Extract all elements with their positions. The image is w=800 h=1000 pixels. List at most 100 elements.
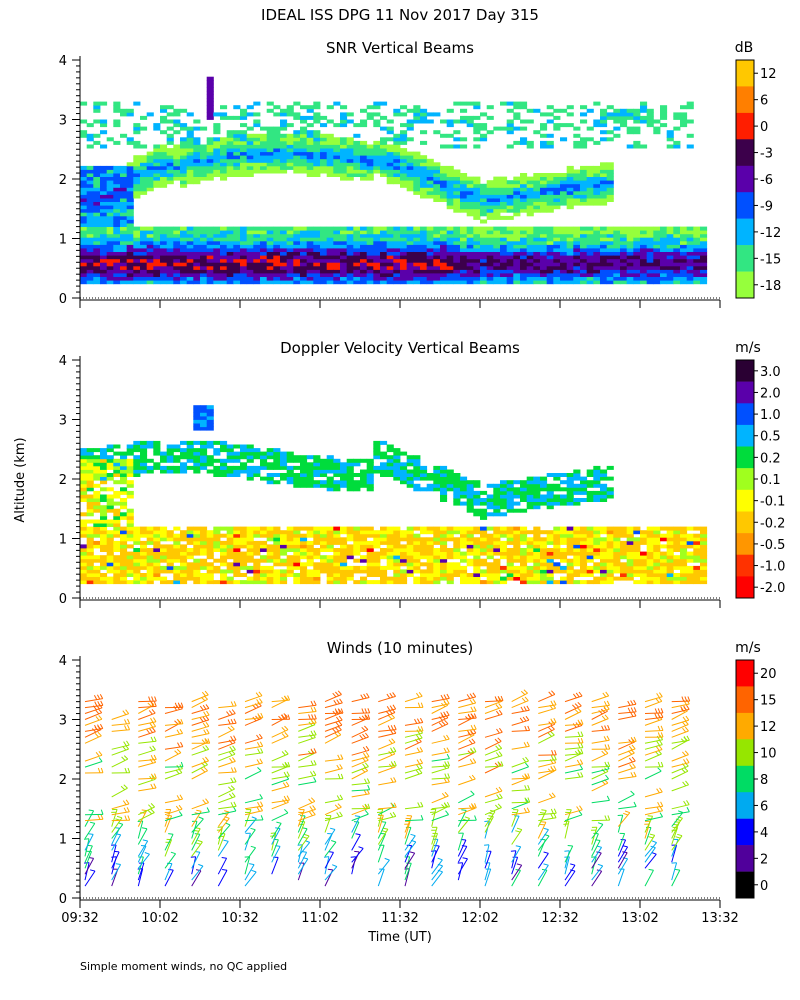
heatmap-cell	[320, 533, 328, 538]
heatmap-cell	[540, 276, 548, 281]
heatmap-cell	[553, 176, 561, 181]
heatmap-cell	[160, 155, 168, 160]
heatmap-cell	[400, 569, 408, 574]
heatmap-cell	[86, 237, 94, 242]
heatmap-cell	[300, 483, 308, 488]
heatmap-cell	[220, 115, 228, 120]
heatmap-cell	[566, 580, 574, 585]
heatmap-cell	[520, 119, 528, 124]
heatmap-cell	[493, 562, 501, 567]
heatmap-cell	[233, 465, 241, 470]
heatmap-cell	[413, 576, 421, 581]
heatmap-cell	[300, 480, 308, 485]
heatmap-cell	[493, 230, 501, 235]
heatmap-cell	[520, 226, 528, 231]
heatmap-cell	[280, 530, 288, 535]
heatmap-cell	[280, 276, 288, 281]
heatmap-cell	[686, 544, 694, 549]
heatmap-cell	[326, 537, 334, 542]
heatmap-cell	[386, 537, 394, 542]
heatmap-cell	[366, 169, 374, 174]
heatmap-cell	[273, 530, 281, 535]
heatmap-cell	[393, 240, 401, 245]
heatmap-cell	[413, 155, 421, 160]
heatmap-cell	[173, 262, 181, 267]
heatmap-cell	[120, 469, 128, 474]
heatmap-cell	[460, 276, 468, 281]
heatmap-cell	[700, 548, 708, 552]
heatmap-cell	[580, 144, 588, 149]
heatmap-cell	[413, 562, 421, 567]
heatmap-cell	[353, 133, 361, 138]
heatmap-cell	[80, 280, 88, 285]
heatmap-cell	[186, 548, 194, 552]
heatmap-cell	[320, 562, 328, 567]
heatmap-cell	[700, 244, 708, 249]
heatmap-cell	[153, 265, 161, 270]
heatmap-cell	[173, 112, 181, 117]
heatmap-cell	[326, 558, 334, 563]
heatmap-cell	[286, 105, 294, 110]
heatmap-cell	[640, 555, 648, 560]
doppler-heatmap	[80, 405, 708, 585]
heatmap-cell	[540, 562, 548, 567]
heatmap-cell	[173, 162, 181, 167]
heatmap-cell	[226, 137, 234, 142]
heatmap-cell	[433, 240, 441, 245]
heatmap-cell	[460, 487, 468, 492]
heatmap-cell	[446, 580, 454, 585]
heatmap-cell	[466, 540, 474, 545]
heatmap-cell	[206, 455, 214, 460]
heatmap-cell	[113, 519, 121, 524]
heatmap-cell	[100, 194, 108, 199]
heatmap-cell	[373, 540, 381, 545]
heatmap-cell	[266, 526, 274, 531]
heatmap-cell	[520, 273, 528, 277]
heatmap-cell	[146, 240, 154, 245]
heatmap-cell	[593, 190, 601, 195]
heatmap-cell	[280, 162, 288, 167]
heatmap-cell	[620, 240, 628, 245]
heatmap-cell	[593, 483, 601, 488]
heatmap-cell	[220, 237, 228, 242]
heatmap-cell	[673, 533, 681, 538]
heatmap-cell	[186, 251, 194, 256]
heatmap-cell	[273, 473, 281, 477]
heatmap-cell	[600, 119, 608, 124]
heatmap-cell	[193, 551, 201, 556]
heatmap-cell	[660, 555, 668, 560]
heatmap-cell	[160, 269, 168, 274]
heatmap-cell	[320, 265, 328, 270]
heatmap-cell	[300, 248, 308, 252]
heatmap-cell	[193, 169, 201, 174]
heatmap-cell	[293, 233, 301, 238]
heatmap-cell	[606, 280, 614, 285]
heatmap-cell	[160, 544, 168, 549]
heatmap-cell	[353, 558, 361, 563]
heatmap-cell	[406, 548, 414, 552]
heatmap-cell	[293, 548, 301, 552]
heatmap-cell	[633, 573, 641, 577]
heatmap-cell	[206, 540, 214, 545]
heatmap-cell	[186, 237, 194, 242]
heatmap-cell	[193, 419, 201, 424]
heatmap-cell	[433, 526, 441, 531]
heatmap-cell	[606, 555, 614, 560]
heatmap-cell	[413, 151, 421, 156]
heatmap-cell	[293, 130, 301, 135]
heatmap-cell	[126, 565, 134, 570]
heatmap-cell	[453, 551, 461, 556]
heatmap-cell	[453, 255, 461, 260]
heatmap-cell	[120, 551, 128, 556]
heatmap-cell	[333, 465, 341, 470]
heatmap-cell	[440, 190, 448, 195]
heatmap-cell	[580, 112, 588, 117]
heatmap-cell	[86, 248, 94, 252]
heatmap-cell	[513, 551, 521, 556]
heatmap-cell	[233, 155, 241, 160]
heatmap-cell	[680, 573, 688, 577]
heatmap-cell	[453, 526, 461, 531]
heatmap-cell	[440, 262, 448, 267]
heatmap-cell	[480, 273, 488, 277]
heatmap-cell	[200, 580, 208, 585]
